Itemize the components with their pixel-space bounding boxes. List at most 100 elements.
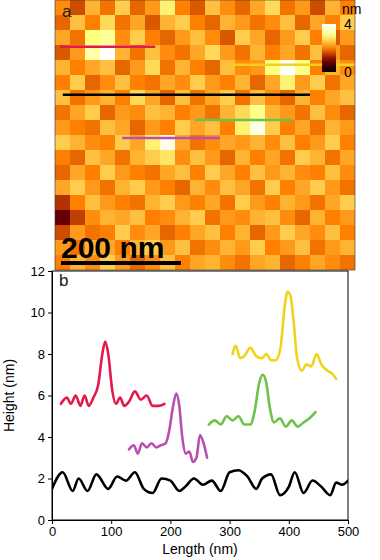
height-cell: [325, 255, 341, 270]
height-cell: [325, 240, 341, 256]
height-cell: [115, 120, 131, 136]
height-cell: [85, 165, 101, 181]
height-cell: [190, 90, 206, 106]
height-cell: [295, 165, 311, 181]
height-cell: [295, 255, 311, 270]
height-cell: [205, 165, 221, 181]
height-cell: [190, 60, 206, 76]
height-cell: [100, 0, 116, 16]
height-cell: [175, 60, 191, 76]
height-cell: [280, 165, 296, 181]
height-cell: [265, 225, 281, 241]
height-cell: [325, 225, 341, 241]
height-cell: [160, 150, 176, 166]
height-cell: [145, 30, 161, 46]
height-cell: [280, 90, 296, 106]
height-cell: [100, 105, 116, 121]
height-cell: [220, 195, 236, 211]
height-cell: [130, 15, 146, 31]
height-cell: [190, 120, 206, 136]
height-cell: [55, 210, 71, 226]
height-cell: [115, 210, 131, 226]
height-cell: [70, 30, 86, 46]
height-cell: [160, 30, 176, 46]
height-cell: [205, 75, 221, 91]
height-cell: [130, 120, 146, 136]
y-tick: 8: [38, 347, 52, 362]
height-cell: [190, 45, 206, 61]
height-cell: [145, 165, 161, 181]
height-cell: [205, 105, 221, 121]
y-tick: 10: [31, 305, 52, 320]
height-cell: [295, 0, 311, 16]
height-cell: [340, 135, 355, 151]
height-cell: [280, 60, 296, 76]
height-cell: [205, 120, 221, 136]
height-cell: [295, 135, 311, 151]
height-cell: [220, 120, 236, 136]
profile-line: [122, 137, 220, 140]
profile-curve: [233, 292, 337, 379]
x-axis: 0100200300400500: [49, 520, 359, 539]
height-cell: [115, 0, 131, 16]
height-cell: [145, 90, 161, 106]
height-cell: [310, 180, 326, 196]
height-cell: [280, 135, 296, 151]
height-cell: [115, 150, 131, 166]
height-cell: [55, 30, 71, 46]
height-cell: [250, 165, 266, 181]
height-cell: [340, 225, 355, 241]
height-cell: [70, 195, 86, 211]
height-cell: [145, 195, 161, 211]
height-cell: [85, 150, 101, 166]
height-cell: [235, 15, 251, 31]
y-tick-mark: [48, 354, 52, 355]
height-cell: [175, 240, 191, 256]
x-tick: 300: [219, 520, 241, 539]
height-cell: [160, 210, 176, 226]
y-tick-label: 8: [38, 347, 45, 362]
height-cell: [250, 210, 266, 226]
height-cell: [235, 150, 251, 166]
height-cell: [205, 0, 221, 16]
height-cell: [250, 120, 266, 136]
y-tick-label: 6: [38, 388, 45, 403]
height-cell: [70, 210, 86, 226]
panel-label: a: [62, 2, 72, 21]
height-cell: [250, 90, 266, 106]
height-cell: [115, 30, 131, 46]
height-cell: [160, 165, 176, 181]
height-cell: [310, 75, 326, 91]
height-cell: [175, 210, 191, 226]
y-tick-mark: [48, 396, 52, 397]
height-cell: [145, 15, 161, 31]
height-cell: [340, 150, 355, 166]
height-cell: [235, 225, 251, 241]
height-cell: [115, 165, 131, 181]
height-cell: [220, 180, 236, 196]
height-cell: [55, 90, 71, 106]
height-cell: [235, 30, 251, 46]
height-cell: [340, 120, 355, 136]
height-cell: [325, 150, 341, 166]
profile-line: [230, 64, 355, 67]
height-cell: [220, 90, 236, 106]
profile-curve: [209, 375, 316, 427]
height-cell: [145, 0, 161, 16]
height-cell: [175, 105, 191, 121]
height-cell: [280, 105, 296, 121]
height-cell: [100, 135, 116, 151]
height-cell: [235, 120, 251, 136]
height-cell: [250, 75, 266, 91]
height-cell: [190, 210, 206, 226]
height-cell: [220, 135, 236, 151]
height-cell: [295, 75, 311, 91]
x-tick-label: 300: [219, 524, 241, 539]
height-cell: [85, 210, 101, 226]
height-cell: [250, 15, 266, 31]
height-cell: [145, 180, 161, 196]
height-cell: [115, 90, 131, 106]
x-tick: 100: [101, 520, 123, 539]
height-cell: [55, 150, 71, 166]
height-cell: [70, 0, 86, 16]
